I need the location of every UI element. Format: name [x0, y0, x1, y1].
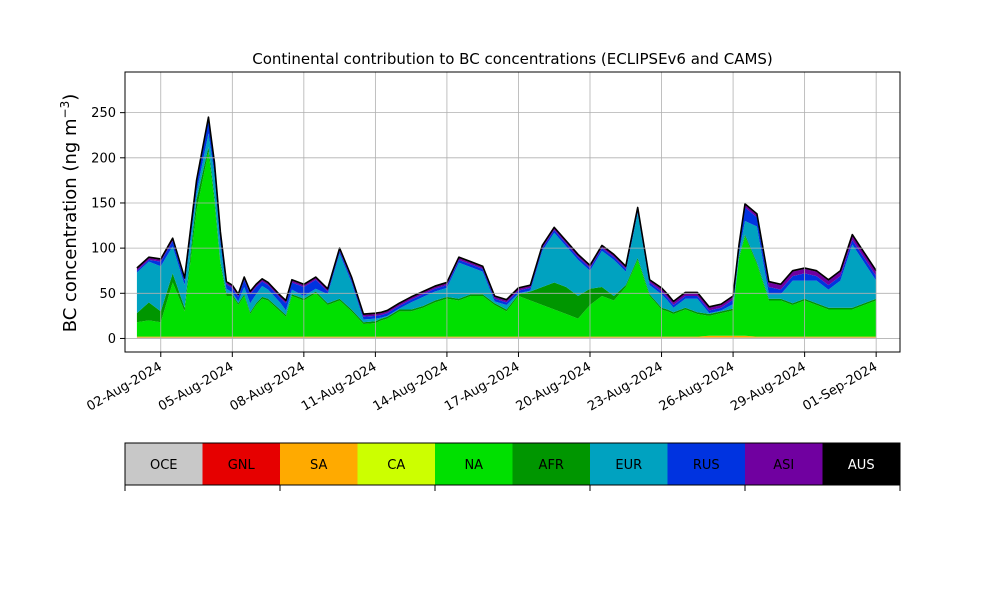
colorbar-label-afr: AFR [539, 458, 564, 473]
colorbar-swatch-sa [280, 443, 358, 485]
y-axis-label: BC concentration (ng m−3) [58, 94, 81, 333]
colorbar-swatch-aus [822, 443, 901, 485]
colorbar-swatch-ca [357, 443, 436, 485]
y-tick-label: 250 [91, 106, 116, 121]
colorbar-swatch-na [435, 443, 513, 485]
colorbar-label-gnl: GNL [228, 458, 256, 473]
colorbar-label-na: NA [464, 458, 483, 473]
colorbar-label-aus: AUS [848, 458, 875, 473]
plot-frame [124, 71, 901, 353]
colorbar-label-oce: OCE [150, 458, 178, 473]
total-line [136, 116, 877, 315]
colorbar-swatch-rus [667, 443, 746, 485]
x-tick-label: 05-Aug-2024 [156, 359, 236, 414]
y-tick-label: 150 [91, 196, 116, 211]
plot-area: 0 50 100 150 200 250 02-Aug-202405-Aug-202408-… [84, 71, 901, 415]
colorbar-label-sa: SA [310, 458, 327, 473]
legend-colorbar: OCE GNL SA CA NA AFR EUR RUS ASI AUS [124, 442, 901, 491]
chart-title: Continental contribution to BC concentra… [252, 50, 773, 68]
colorbar-label-ca: CA [387, 458, 405, 473]
x-tick-label: 02-Aug-2024 [84, 359, 164, 414]
x-tick-label: 23-Aug-2024 [585, 359, 665, 414]
x-tick-label: 20-Aug-2024 [514, 359, 594, 414]
colorbar-swatch-gnl [202, 443, 281, 485]
y-tick-label: 50 [99, 287, 116, 302]
x-tick-label: 29-Aug-2024 [728, 359, 808, 414]
colorbar-swatch-asi [745, 443, 823, 485]
area-sa [136, 335, 877, 338]
area-na [136, 151, 877, 337]
colorbar-swatch-afr [512, 443, 591, 485]
x-tick-label: 11-Aug-2024 [299, 359, 379, 414]
colorbar-label-rus: RUS [693, 458, 720, 473]
y-tick-label: 0 [108, 332, 116, 347]
x-tick-label: 01-Sep-2024 [800, 359, 880, 414]
colorbar-label-asi: ASI [773, 458, 794, 473]
y-tick-label: 100 [91, 242, 116, 257]
area-eur [136, 133, 877, 323]
x-tick-label: 14-Aug-2024 [371, 359, 451, 414]
x-tick-label: 17-Aug-2024 [442, 359, 522, 414]
colorbar-swatch-eur [590, 443, 668, 485]
y-tick-label: 200 [91, 151, 116, 166]
x-tick-label: 08-Aug-2024 [228, 359, 308, 414]
colorbar-label-eur: EUR [615, 458, 642, 473]
colorbar-swatch-oce [125, 443, 203, 485]
x-tick-label: 26-Aug-2024 [657, 359, 737, 414]
colorbar-frame [124, 442, 901, 486]
